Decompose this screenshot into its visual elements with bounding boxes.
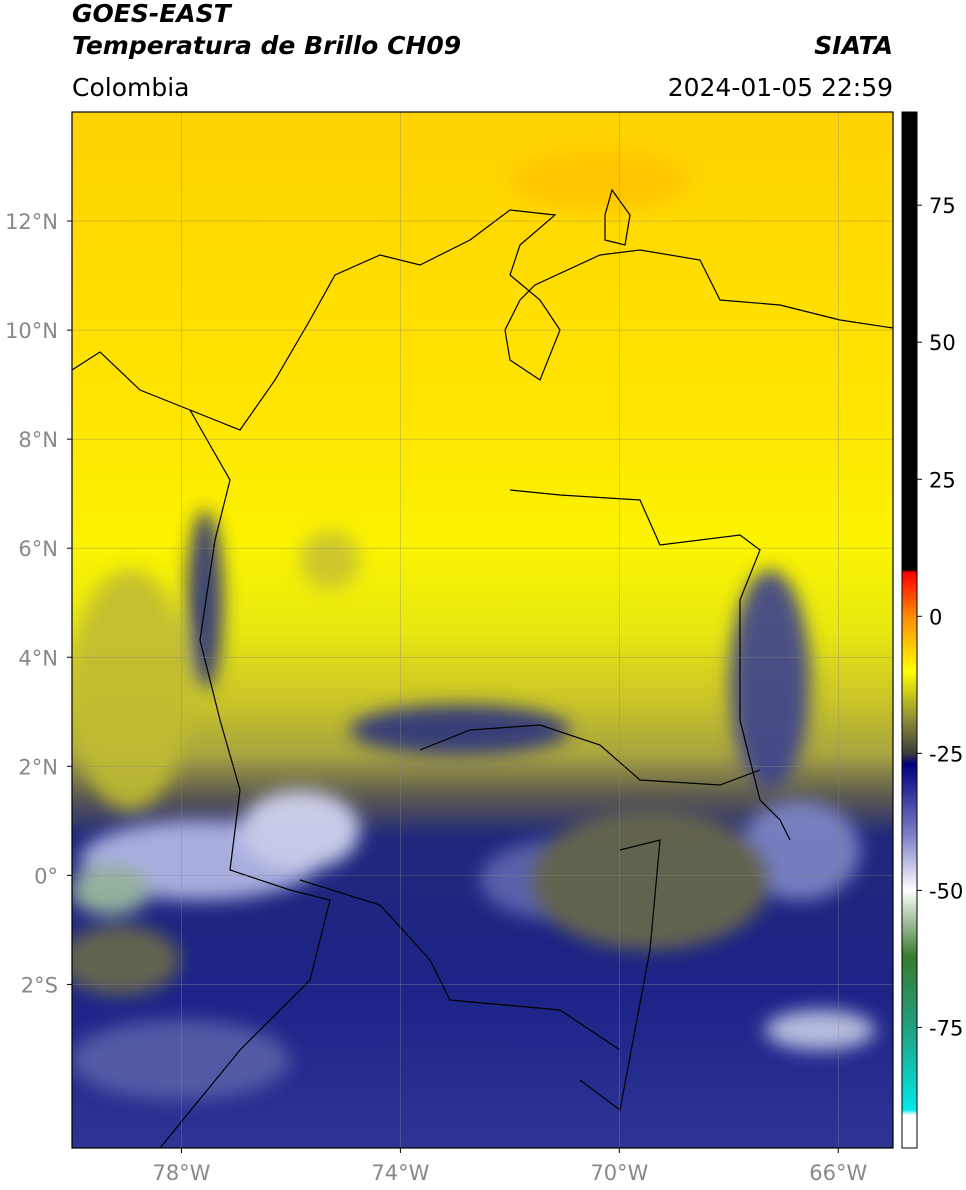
product-title: Temperatura de Brillo CH09 [72,31,461,60]
y-tick-label: 8°N [18,428,58,452]
colorbar [901,111,918,1149]
colorbar-tick-label: -75 [929,1016,963,1040]
colorbar-tick-label: 0 [929,605,942,629]
x-tick-label: 74°W [371,1161,429,1185]
colorbar-tick-label: -50 [929,879,963,903]
x-tick-label: 78°W [152,1161,210,1185]
colorbar-tick-label: 75 [929,194,956,218]
colorbar-tick-label: -25 [929,742,963,766]
colorbar-tick-label: 50 [929,331,956,355]
y-tick-label: 2°N [18,755,58,779]
colorbar-tick-label: 25 [929,468,956,492]
y-tick-label: 0° [34,864,58,888]
source-label: SIATA [814,31,893,60]
satellite-title: GOES-EAST [72,0,233,28]
y-tick-label: 4°N [18,646,58,670]
y-tick-label: 6°N [18,537,58,561]
region-label: Colombia [72,73,189,102]
y-tick-label: 10°N [5,319,58,343]
x-tick-label: 70°W [590,1161,648,1185]
graticule [72,112,893,1148]
coastlines [72,188,893,1148]
imagery [72,112,893,1148]
y-tick-label: 2°S [21,973,58,997]
x-tick-label: 66°W [809,1161,867,1185]
y-tick-label: 12°N [5,210,58,234]
map-frame [71,111,894,1149]
datetime-label: 2024-01-05 22:59 [668,73,893,102]
